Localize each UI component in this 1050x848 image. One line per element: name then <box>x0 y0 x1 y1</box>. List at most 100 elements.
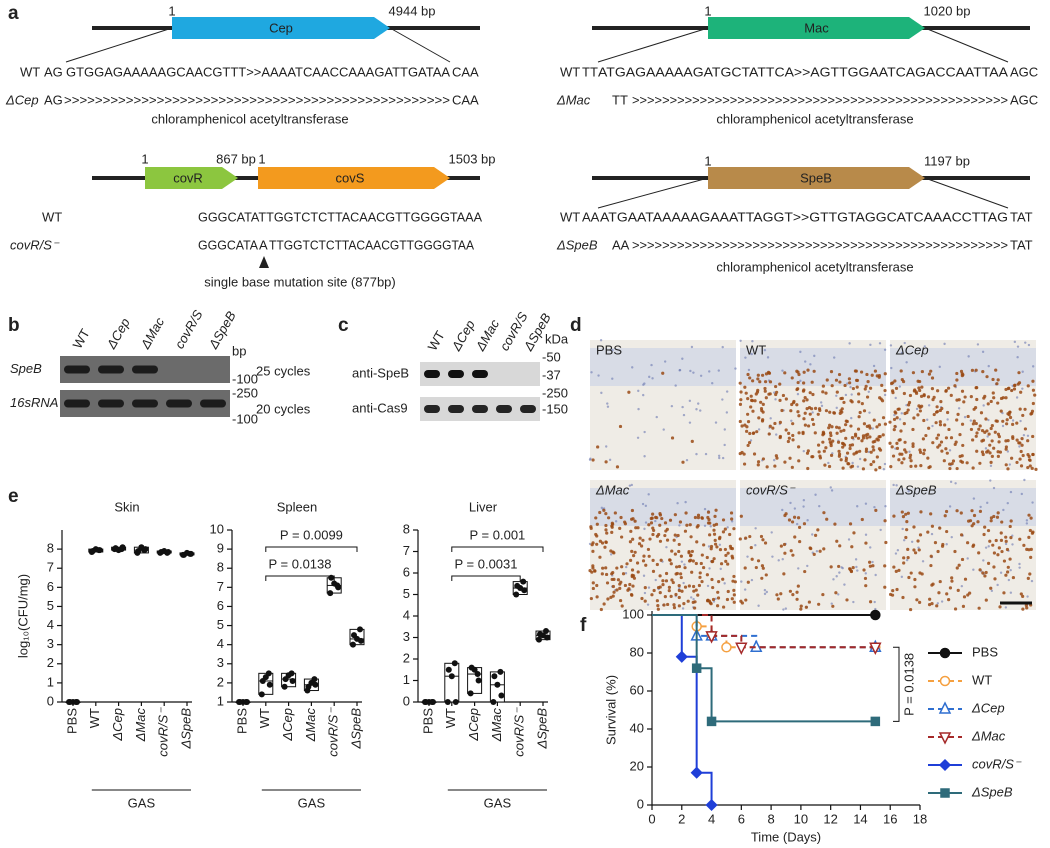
gene-start: 1 <box>168 3 175 18</box>
nucleus <box>590 371 593 374</box>
stained-cell <box>834 378 839 382</box>
data-point <box>259 677 266 684</box>
x-tick-label: ΔMac <box>489 708 504 743</box>
nucleus <box>923 345 926 348</box>
stained-cell <box>795 597 799 601</box>
nucleus <box>1004 606 1008 609</box>
stained-cell <box>660 516 664 521</box>
nucleus <box>963 415 967 419</box>
nucleus <box>719 567 722 571</box>
stained-cell <box>1002 591 1006 595</box>
nucleus <box>936 602 940 605</box>
stained-cell <box>809 546 813 551</box>
data-point <box>282 676 289 683</box>
nucleus <box>990 589 994 593</box>
gene-arrow <box>258 167 450 189</box>
data-point <box>513 591 520 598</box>
nucleus <box>654 578 657 582</box>
stained-cell <box>747 441 752 445</box>
stained-cell <box>640 544 644 548</box>
stained-cell <box>683 585 688 589</box>
stained-cell <box>647 523 651 527</box>
stained-cell <box>909 607 913 612</box>
nucleus <box>644 521 648 524</box>
stained-cell <box>893 424 897 429</box>
stained-cell <box>779 592 783 596</box>
stained-cell <box>738 402 743 406</box>
stained-cell <box>649 516 653 521</box>
stained-cell <box>860 439 864 443</box>
nucleus <box>697 402 700 405</box>
stained-cell <box>905 410 909 415</box>
nucleus <box>915 407 919 411</box>
stained-cell <box>857 392 861 396</box>
stained-cell <box>972 419 976 423</box>
nucleus <box>949 480 953 484</box>
stained-cell <box>791 401 796 405</box>
stained-cell <box>1031 401 1035 406</box>
nucleus <box>905 558 909 562</box>
seq-insert: ATGAGAAAAAGATGCTATTCA>>AGTTGGAATCAGACCAA… <box>598 64 1008 79</box>
stained-cell <box>936 389 940 393</box>
stained-cell <box>678 520 683 524</box>
nucleus <box>802 498 806 502</box>
stained-cell <box>848 381 852 385</box>
stained-cell <box>961 604 966 608</box>
stained-cell <box>922 452 926 456</box>
panel-letter: b <box>8 315 20 336</box>
stained-cell <box>912 389 916 393</box>
stained-cell <box>797 431 801 435</box>
stained-cell <box>831 439 835 443</box>
gene-end: 867 bp <box>216 151 256 166</box>
nucleus <box>1013 340 1017 344</box>
stained-cell <box>902 561 906 565</box>
stained-cell <box>628 582 632 587</box>
stained-cell <box>929 369 933 373</box>
stained-cell <box>897 407 901 411</box>
stained-cell <box>694 588 698 592</box>
stained-cell <box>842 400 846 405</box>
tissue-layer <box>740 348 886 386</box>
tissue-layer <box>890 348 1036 386</box>
seq-flank: AA <box>612 237 630 252</box>
nucleus <box>879 528 882 532</box>
stained-cell <box>955 466 959 471</box>
stained-cell <box>706 521 711 525</box>
stained-cell <box>751 379 755 383</box>
seq-flank: AGC <box>1010 64 1038 79</box>
nucleus <box>950 535 953 539</box>
significance-bracket <box>451 546 544 552</box>
gel-band <box>448 370 464 378</box>
stained-cell <box>746 412 750 416</box>
nucleus <box>864 533 868 536</box>
nucleus <box>852 600 855 604</box>
stained-cell <box>916 413 920 417</box>
seq-mutation: A <box>259 237 268 252</box>
stained-cell <box>996 553 1000 557</box>
stained-cell <box>991 377 995 382</box>
stained-cell <box>948 586 953 590</box>
seq-label: WT <box>20 64 40 79</box>
stained-cell <box>713 538 717 542</box>
connector <box>924 177 1009 209</box>
stained-cell <box>759 534 764 539</box>
stained-cell <box>616 578 621 582</box>
stained-cell <box>838 380 842 384</box>
stained-cell <box>744 391 748 395</box>
x-tick-label: ΔMac <box>303 708 318 743</box>
stained-cell <box>630 593 634 597</box>
nucleus <box>873 505 876 509</box>
data-point <box>311 676 318 683</box>
gel-band <box>64 365 90 374</box>
stained-cell <box>962 595 967 599</box>
stained-cell <box>721 577 725 581</box>
gene-start: 1 <box>258 151 265 166</box>
stained-cell <box>911 442 915 446</box>
stained-cell <box>692 589 696 593</box>
stained-cell <box>992 565 996 569</box>
y-tick-label: 8 <box>217 560 224 575</box>
nucleus <box>1016 356 1019 359</box>
nucleus <box>864 572 867 575</box>
stained-cell <box>717 580 721 584</box>
stained-cell <box>1023 407 1027 411</box>
